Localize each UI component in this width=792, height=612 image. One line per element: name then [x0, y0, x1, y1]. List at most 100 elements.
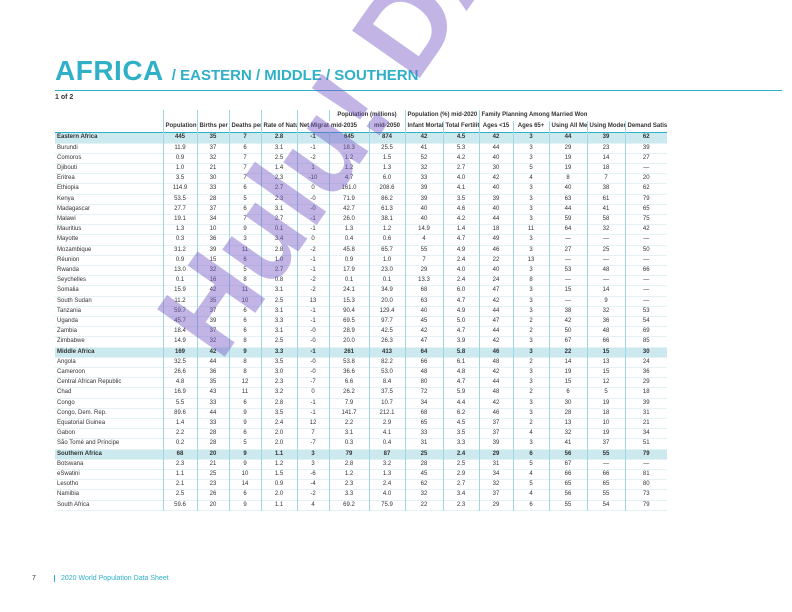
- cell: 1.2: [368, 224, 405, 235]
- cell: 3: [512, 336, 549, 348]
- cell: 6: [228, 204, 261, 215]
- cell: Eritrea: [57, 175, 75, 182]
- cell: 50: [548, 326, 588, 337]
- cell: 33: [196, 183, 229, 195]
- cell: 17.9: [328, 265, 369, 276]
- cell: 18: [586, 163, 626, 174]
- cell: 23.0: [368, 265, 405, 276]
- cell: 1.0: [162, 163, 197, 174]
- cell: 67: [548, 459, 588, 470]
- cell: —: [548, 255, 588, 266]
- cell: 31.2: [162, 245, 197, 256]
- cell: 15.3: [328, 296, 369, 307]
- cell: 59.7: [162, 306, 197, 317]
- country-row: eSwatini 1.1 25 10 1.5 -6 1.2 1.3 45 2.9 34 4 66 66 81: [55, 469, 668, 480]
- cell: 47: [478, 285, 513, 297]
- cell: 65.7: [368, 245, 405, 256]
- cell: 3: [512, 347, 549, 358]
- cell: 41: [548, 438, 588, 450]
- cell: -1: [296, 347, 329, 358]
- cell: 3.1: [260, 306, 297, 317]
- cell: 4.1: [442, 183, 479, 195]
- cell: Seychelles: [57, 277, 87, 284]
- cell: 2.3: [260, 377, 297, 388]
- cell: 52: [404, 153, 443, 164]
- group-header: Family Planning Among Married Women Ages…: [478, 110, 588, 122]
- cell: 33: [404, 428, 443, 439]
- cell: 3.1: [260, 285, 297, 297]
- cell: 3: [228, 234, 261, 246]
- cell: 38: [548, 306, 588, 317]
- cell: 7: [228, 153, 261, 164]
- cell: 3.1: [328, 428, 369, 439]
- cell: -0: [296, 326, 329, 337]
- cell: 19.1: [162, 214, 197, 225]
- cell: 413: [368, 347, 405, 358]
- cell: 79: [624, 500, 668, 511]
- cell: 2.8: [260, 245, 297, 256]
- cell: 80: [404, 377, 443, 388]
- cell: 2.3: [162, 459, 197, 470]
- cell: 26.0: [328, 214, 369, 225]
- cell: 22: [404, 500, 443, 511]
- cell: -10: [296, 173, 329, 184]
- cell: 3.1: [260, 143, 297, 154]
- cell: 62: [624, 132, 668, 144]
- cell: 26.6: [162, 367, 197, 378]
- cell: 1.5: [368, 153, 405, 164]
- cell: 44: [548, 204, 588, 215]
- cell: 2.4: [442, 275, 479, 286]
- cell: 66: [586, 469, 626, 480]
- cell: 3.2: [260, 387, 297, 399]
- country-row: Comoros 0.9 32 7 2.5 -2 1.2 1.5 52 4.2 40 3 19 14 27: [55, 153, 668, 164]
- cell: -1: [296, 255, 329, 266]
- cell: 2.0: [260, 428, 297, 439]
- cell: —: [624, 296, 668, 307]
- cell: 62: [404, 479, 443, 490]
- country-row: Botswana 2.3 21 9 1.2 3 2.8 3.2 28 2.5 31 5 67— —: [55, 459, 668, 470]
- cell: -1: [296, 132, 329, 144]
- cell: 1.2: [328, 153, 369, 164]
- cell: 1.2: [328, 163, 369, 174]
- cell: 3: [512, 285, 549, 297]
- cell: Central African Republic: [57, 379, 122, 386]
- cell: 42: [548, 316, 588, 327]
- cell: 6.6: [328, 377, 369, 388]
- cell: 23: [196, 479, 229, 490]
- cell: 208.6: [368, 183, 405, 195]
- cell: -0: [296, 357, 329, 368]
- cell: 27.7: [162, 204, 197, 215]
- cell: 28: [196, 428, 229, 439]
- cell: Cameroon: [57, 369, 86, 376]
- cell: 69.2: [328, 500, 369, 511]
- cell: 14: [228, 479, 261, 490]
- cell: 48: [586, 265, 626, 276]
- cell: 42.7: [328, 204, 369, 215]
- cell: 2: [512, 418, 549, 429]
- cell: 11: [512, 224, 549, 235]
- cell: 42: [478, 296, 513, 307]
- cell: 66: [404, 357, 443, 368]
- cell: 1.1: [260, 500, 297, 511]
- cell: 6.2: [442, 408, 479, 419]
- cell: 48: [478, 357, 513, 368]
- cell: 4.1: [368, 428, 405, 439]
- cell: 61: [586, 194, 626, 205]
- cell: 33: [196, 398, 229, 409]
- cell: 39: [478, 194, 513, 205]
- cell: -2: [296, 285, 329, 297]
- cell: 10: [228, 469, 261, 480]
- cell: 2.9: [442, 469, 479, 480]
- cell: 11.9: [162, 143, 197, 154]
- cell: 32: [404, 163, 443, 174]
- cell: 6: [228, 143, 261, 154]
- cell: 2: [512, 326, 549, 337]
- column-header: Ages <15: [478, 121, 513, 133]
- cell: 13: [548, 418, 588, 429]
- cell: 44: [478, 143, 513, 154]
- cell: 32.5: [162, 357, 197, 368]
- cell: 37: [196, 306, 229, 317]
- cell: 8: [228, 357, 261, 368]
- cell: 3.5: [162, 173, 197, 184]
- cell: 20: [196, 500, 229, 511]
